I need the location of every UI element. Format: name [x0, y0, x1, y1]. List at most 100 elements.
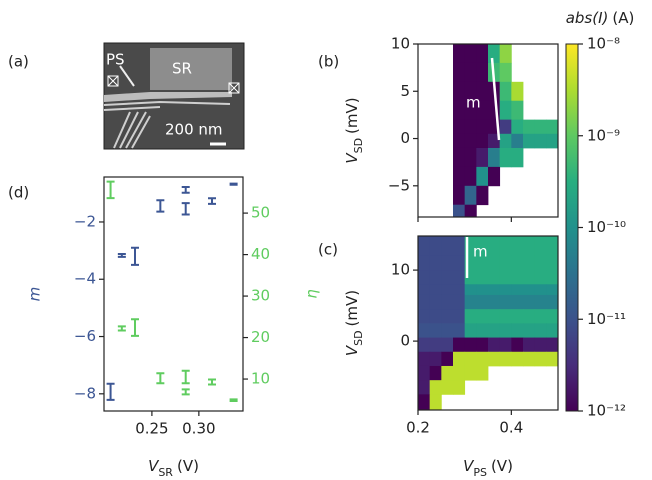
label-unit: (V)	[491, 457, 513, 475]
heatmap-cell	[453, 380, 466, 395]
error-bar	[208, 197, 217, 205]
heatmap-cell	[429, 394, 442, 411]
heatmap-cell	[534, 255, 547, 271]
y-tick-label: −2	[74, 212, 96, 230]
heatmap-cell	[499, 147, 512, 168]
heatmap-cell	[511, 294, 524, 310]
axis-label: m	[26, 287, 44, 302]
heatmap-cell	[523, 323, 536, 338]
y-tick-label: 10	[391, 35, 410, 53]
y2-tick-label: 10	[251, 370, 270, 388]
heatmap-cell	[429, 284, 442, 296]
heatmap-cell	[476, 351, 489, 367]
error-bar	[106, 382, 115, 401]
heatmap-cell	[546, 255, 559, 271]
heatmap-cell	[511, 119, 524, 135]
axis-label: η	[303, 289, 321, 299]
heatmap-cell	[418, 236, 431, 257]
y-tick-label: −4	[74, 270, 96, 288]
heatmap-cell	[464, 119, 477, 135]
heatmap-cell	[546, 236, 559, 257]
panel-label: (c)	[318, 241, 338, 259]
heatmap-cell	[488, 166, 501, 187]
label-quantity: abs(I)	[566, 9, 609, 27]
label-unit: (V)	[177, 457, 199, 475]
heatmap-cell	[464, 185, 477, 206]
heatmap-cell	[476, 294, 489, 310]
heatmap-cell	[464, 351, 477, 367]
heatmap-cell	[464, 294, 477, 310]
heatmap-cell	[534, 294, 547, 310]
heatmap-cell	[523, 236, 536, 257]
heatmap-cell	[499, 62, 512, 83]
heatmap-cell	[523, 119, 536, 135]
label-subscript: SD	[352, 138, 365, 153]
heatmap-cell	[511, 81, 524, 102]
label-unit: (mV)	[343, 97, 361, 134]
heatmap-cell	[511, 255, 524, 271]
heatmap-cell	[453, 81, 466, 102]
y2-tick-label: 30	[251, 287, 270, 305]
heatmap-cell	[429, 236, 442, 257]
heatmap-cell	[511, 270, 524, 285]
panel-label: (a)	[8, 53, 29, 71]
heatmap-cell	[476, 166, 489, 187]
heatmap-cell	[453, 351, 466, 367]
heatmap-cell	[476, 147, 489, 168]
heatmap-cell	[453, 166, 466, 187]
heatmap-cell	[429, 270, 442, 285]
heatmap-cell	[499, 100, 512, 121]
error-bar	[130, 246, 139, 266]
heatmap-cell	[534, 309, 547, 324]
heatmap-cell	[429, 255, 442, 271]
heatmap-cell	[476, 44, 489, 64]
sem-contact	[228, 82, 240, 94]
heatmap-cell	[476, 323, 489, 338]
heatmap-cell	[464, 284, 477, 296]
heatmap-cell	[499, 270, 512, 285]
heatmap-cell	[464, 62, 477, 83]
heatmap-cell	[453, 337, 466, 353]
colorbar-tick-label: 10⁻⁸	[587, 35, 620, 53]
heatmap-cell	[511, 337, 524, 353]
error-bar	[156, 199, 165, 213]
error-bar	[208, 378, 217, 386]
heatmap-cell	[464, 365, 477, 381]
scale-bar-label: 200 nm	[165, 121, 223, 139]
colorbar-tick-label: 10⁻¹¹	[587, 310, 626, 328]
heatmap-cell	[534, 337, 547, 353]
heatmap-cell	[523, 133, 536, 149]
colorbar-tick-label: 10⁻⁹	[587, 126, 620, 144]
heatmap-cell	[441, 337, 454, 353]
error-bar	[229, 182, 238, 186]
heatmap-cell	[464, 309, 477, 324]
heatmap-cell	[488, 255, 501, 271]
heatmap-cell	[523, 270, 536, 285]
heatmap-cell	[534, 323, 547, 338]
panel-label: (b)	[318, 53, 339, 71]
heatmap-cell	[418, 284, 431, 296]
x-tick-label: 0.30	[182, 420, 215, 438]
error-bar	[181, 186, 190, 194]
x-tick-label: 0.2	[406, 419, 430, 437]
heatmap-cell	[453, 309, 466, 324]
heatmap-cell	[429, 323, 442, 338]
heatmap-cell	[441, 284, 454, 296]
heatmap-cell	[488, 309, 501, 324]
axes-frame	[103, 176, 244, 412]
heatmap-cell	[499, 323, 512, 338]
heatmap-cell	[429, 294, 442, 310]
label-subscript: PS	[473, 466, 487, 479]
heatmap-cell	[511, 323, 524, 338]
heatmap-cell	[429, 309, 442, 324]
heatmap-cell	[476, 337, 489, 353]
sem-gate	[104, 92, 232, 102]
heatmap-cell	[453, 270, 466, 285]
x-tick-label: 0.25	[135, 420, 168, 438]
heatmap-cell	[488, 133, 501, 149]
heatmap-cell	[429, 337, 442, 353]
heatmap-cell	[511, 133, 524, 149]
heatmap-cell	[418, 380, 431, 395]
sem-contact	[107, 75, 119, 87]
